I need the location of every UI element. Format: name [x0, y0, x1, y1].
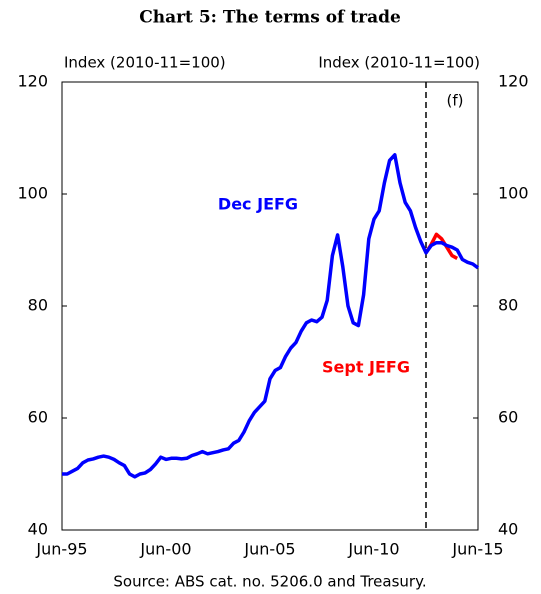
y-tick-label: 40	[28, 520, 48, 539]
y2-tick-label: 100	[498, 184, 529, 203]
y2-axis-label: Index (2010-11=100)	[318, 54, 480, 72]
y2-tick-label: 80	[498, 296, 518, 315]
forecast-annotation: (f)	[447, 92, 464, 110]
x-tick-label: Jun-05	[243, 540, 295, 559]
y-tick-label: 80	[28, 296, 48, 315]
y-tick-label: 100	[17, 184, 48, 203]
x-tick-label: Jun-95	[35, 540, 87, 559]
plot-frame	[61, 81, 479, 531]
y2-tick-label: 40	[498, 520, 518, 539]
series-line	[62, 153, 480, 479]
x-tick-label: Jun-10	[347, 540, 399, 559]
x-tick-label: Jun-15	[451, 540, 503, 559]
y-tick-label: 60	[28, 408, 48, 427]
chart-title: Chart 5: The terms of trade	[139, 8, 401, 28]
y-tick-label: 120	[17, 72, 48, 91]
y-axis-label: Index (2010-11=100)	[64, 54, 226, 72]
series-label: Dec JEFG	[218, 195, 298, 214]
y2-tick-label: 120	[498, 72, 529, 91]
series-label: Sept JEFG	[322, 358, 410, 377]
x-tick-label: Jun-00	[139, 540, 191, 559]
y2-tick-label: 60	[498, 408, 518, 427]
source-note: Source: ABS cat. no. 5206.0 and Treasury…	[113, 573, 426, 591]
